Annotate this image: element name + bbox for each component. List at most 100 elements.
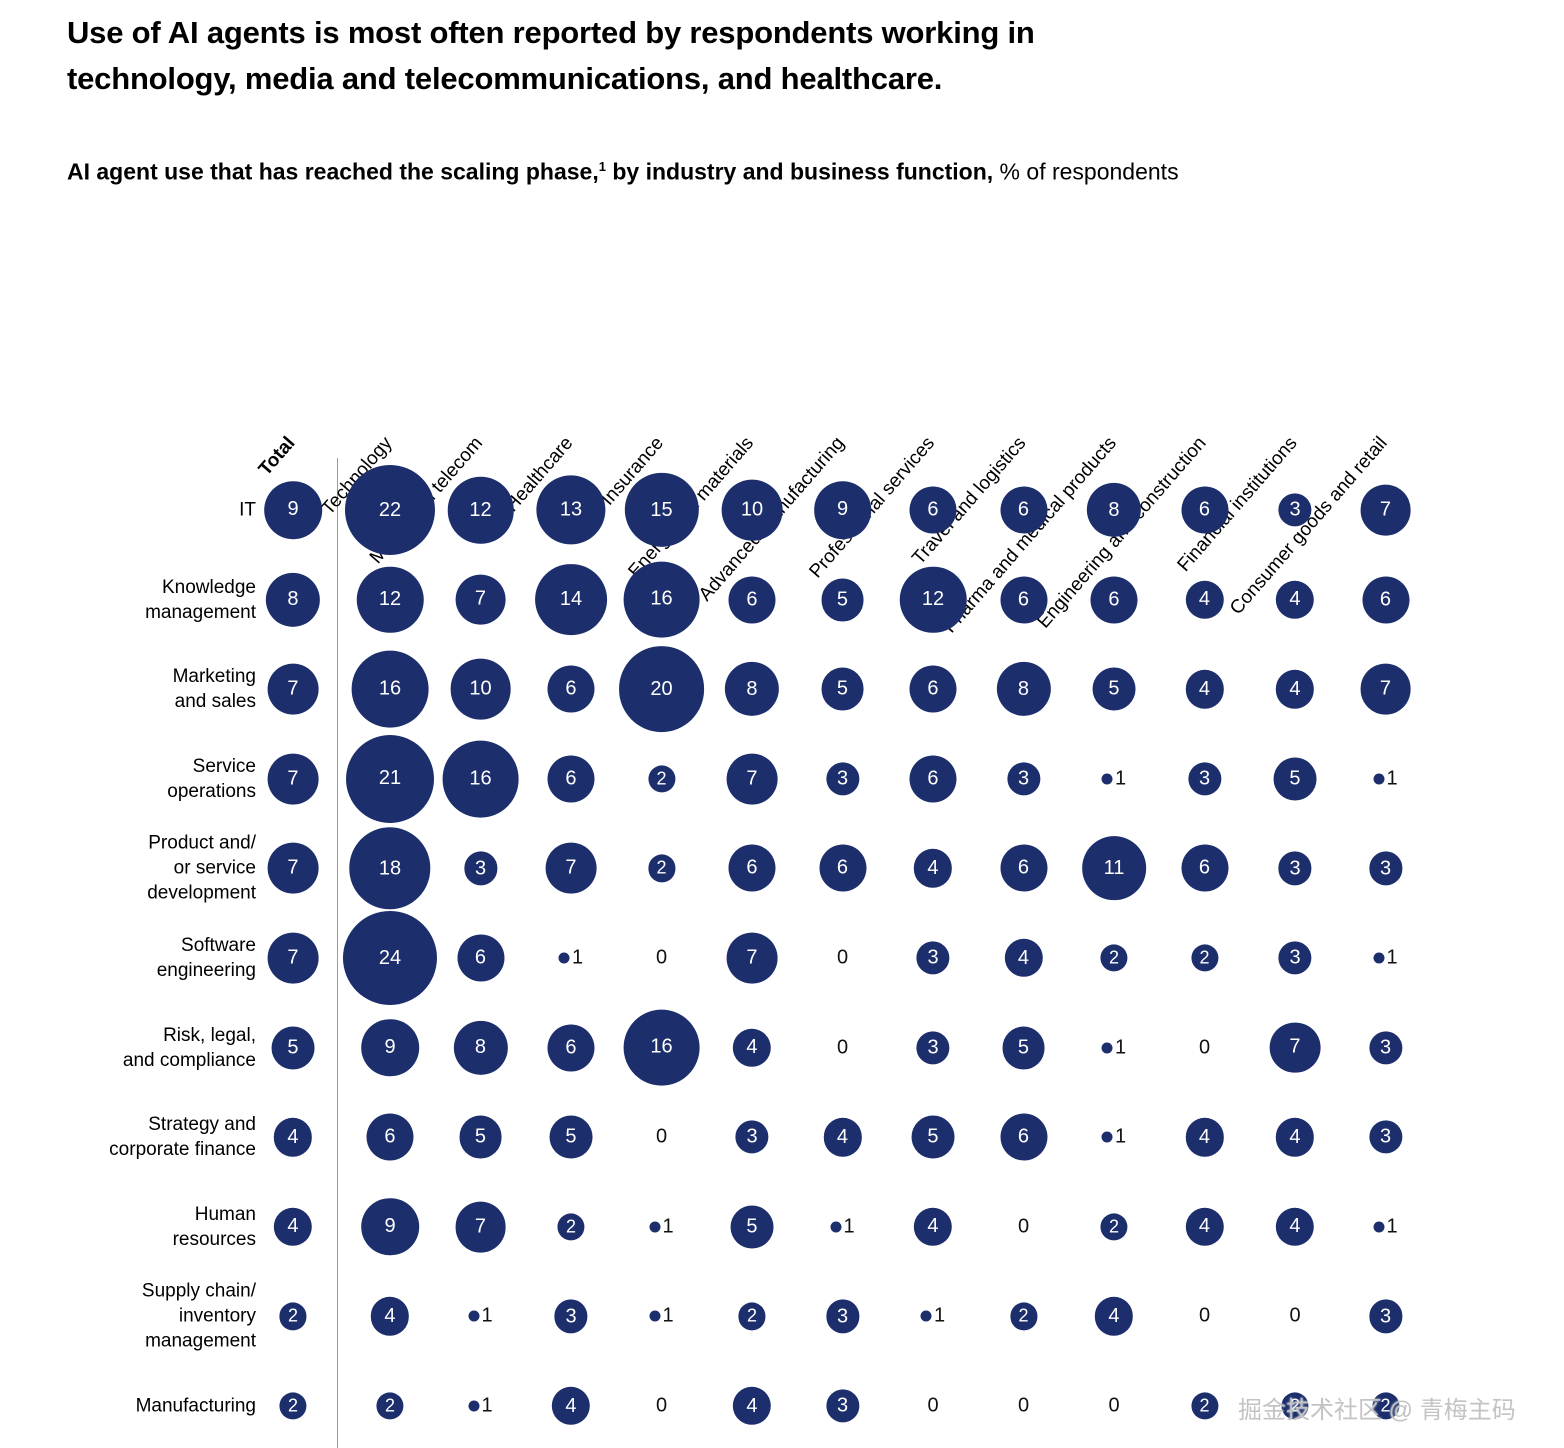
chart-title: Use of AI agents is most often reported …: [67, 10, 1035, 102]
bubble-cell: 16: [351, 650, 429, 728]
bubble-cell: 6: [909, 665, 957, 713]
bubble-cell: 6: [999, 486, 1048, 534]
one-value-dot: [1373, 952, 1384, 964]
subtitle-regular-text: % of respondents: [993, 158, 1179, 185]
row-label-strategy-and-corporate-finance: Strategy and corporate finance: [109, 1114, 256, 1161]
zero-value: 0: [836, 1036, 849, 1059]
one-value-dot: [1373, 1221, 1384, 1233]
bubble-cell: 2: [1009, 1302, 1038, 1330]
bubble-cell: 8: [724, 662, 780, 717]
bubble-cell: 3: [463, 851, 498, 886]
bubble-cell: 5: [271, 1026, 315, 1070]
row-label-it: IT: [239, 499, 256, 521]
bubble-cell: 6: [999, 576, 1048, 624]
row-label-service-operations: Service operations: [167, 755, 256, 802]
row-label-marketing-and-sales: Marketing and sales: [172, 666, 256, 713]
zero-value: 0: [1198, 1036, 1211, 1059]
bubble-cell: 4: [732, 1386, 772, 1426]
one-value-number: 1: [662, 1215, 674, 1238]
row-label-supply-chain-inventory-management: Supply chain/inventory management: [141, 1280, 256, 1352]
bubble-cell: 5: [549, 1115, 593, 1159]
bubble-cell: 4: [273, 1117, 313, 1157]
zero-value: 0: [1289, 1304, 1301, 1327]
one-value-dot: [1101, 1042, 1113, 1054]
bubble-cell: 2: [1100, 1213, 1128, 1241]
bubble-cell: 8: [453, 1020, 508, 1075]
bubble-cell: 6: [728, 844, 776, 892]
bubble-cell: 3: [1368, 851, 1403, 886]
bubble-cell: 3: [825, 1299, 860, 1334]
bubble-cell: 10: [721, 479, 783, 541]
bubble-cell: 21: [346, 734, 434, 823]
one-value-number: 1: [481, 1394, 493, 1417]
bubble-cell: 6: [1180, 844, 1229, 892]
bubble-cell: 2: [1190, 944, 1219, 972]
chart-title-line-1: Use of AI agents is most often reported …: [67, 15, 1035, 50]
bubble-cell: 4: [1185, 1117, 1224, 1157]
bubble-cell: 9: [813, 481, 872, 539]
bubble-cell: 7: [726, 753, 778, 805]
row-label-human-resources: Human resources: [172, 1203, 256, 1250]
zero-value: 0: [655, 946, 668, 969]
bubble-cell: 4: [1275, 669, 1315, 709]
bubble-cell: 6: [547, 1024, 595, 1072]
bubble-cell: 11: [1082, 836, 1146, 901]
row-label-manufacturing: Manufacturing: [135, 1395, 256, 1417]
bubble-cell: 3: [1187, 762, 1222, 796]
bubble-cell: 3: [554, 1299, 588, 1334]
bubble-cell: 3: [1368, 1120, 1403, 1154]
bubble-cell: 6: [818, 844, 867, 892]
zero-value: 0: [836, 946, 849, 969]
bubble-cell: 3: [1278, 941, 1312, 975]
bubble-cell: 20: [618, 646, 705, 733]
bubble-cell: 4: [1094, 1297, 1134, 1336]
bubble-cell: 6: [547, 665, 595, 713]
bubble-cell: 5: [730, 1205, 774, 1249]
bubble-cell: 4: [1185, 1207, 1224, 1246]
one-value-number: 1: [662, 1304, 674, 1327]
zero-value: 0: [927, 1394, 939, 1417]
zero-value: 0: [1017, 1394, 1030, 1417]
bubble-cell: 4: [823, 1117, 862, 1157]
zero-value: 0: [655, 1394, 668, 1417]
bubble-cell: 3: [825, 762, 860, 796]
bubble-cell: 6: [547, 755, 595, 803]
total-column-divider: [337, 458, 338, 1448]
bubble-cell: 2: [1281, 1392, 1309, 1420]
watermark: 掘金技术社区 @ 青梅主码: [1238, 1397, 1516, 1424]
one-value-number: 1: [1115, 1125, 1127, 1148]
bubble-cell: 5: [821, 667, 864, 711]
bubble-cell: 22: [344, 464, 436, 556]
zero-value: 0: [655, 1125, 668, 1148]
bubble-cell: 4: [1185, 580, 1224, 619]
bubble-cell: 7: [1269, 1022, 1321, 1073]
row-label-risk-legal-and-compliance: Risk, legal, and compliance: [122, 1024, 256, 1071]
bubble-cell: 3: [1278, 493, 1312, 527]
subtitle-bold-text-1: AI agent use that has reached the scalin…: [67, 158, 599, 185]
bubble-cell: 8: [996, 662, 1051, 717]
bubble-cell: 5: [911, 1115, 955, 1159]
bubble-cell: 12: [356, 566, 424, 633]
bubble-cell: 16: [442, 740, 519, 818]
chart-title-line-2: technology, media and telecommunications…: [67, 61, 943, 96]
bubble-cell: 2: [1371, 1392, 1400, 1420]
bubble-cell: 6: [366, 1113, 414, 1161]
bubble-cell: 4: [913, 849, 953, 888]
bubble-cell: 9: [361, 1198, 419, 1256]
bubble-cell: 18: [349, 827, 431, 910]
bubble-cell: 2: [279, 1302, 307, 1330]
bubble-cell: 6: [909, 486, 957, 534]
bubble-cell: 7: [545, 842, 597, 894]
bubble-cell: 7: [1360, 484, 1411, 536]
bubble-cell: 4: [273, 1207, 313, 1246]
bubble-cell: 7: [455, 574, 506, 625]
zero-value: 0: [1017, 1215, 1030, 1238]
bubble-cell: 24: [342, 910, 438, 1006]
one-value-dot: [830, 1221, 841, 1233]
bubble-cell: 9: [264, 481, 322, 539]
bubble-cell: 3: [916, 941, 950, 975]
bubble-cell: 7: [267, 932, 319, 984]
bubble-cell: 10: [450, 658, 511, 720]
